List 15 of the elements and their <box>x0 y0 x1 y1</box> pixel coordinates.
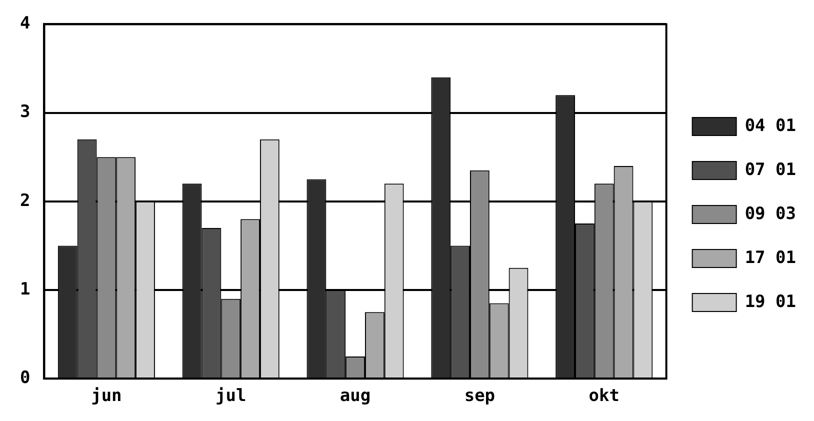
y-tick-label: 4 <box>20 14 30 34</box>
x-tick-label: jul <box>216 386 246 406</box>
y-tick-label: 3 <box>20 102 30 122</box>
y-tick-label: 2 <box>20 190 30 211</box>
x-tick-label: okt <box>588 386 620 406</box>
x-tick-label: aug <box>340 386 371 406</box>
legend-label: 19 01 <box>744 292 796 312</box>
y-tick-label: 0 <box>20 368 30 388</box>
legend-label: 09 03 <box>744 204 796 224</box>
legend-label: 07 01 <box>744 160 796 180</box>
x-tick-label: sep <box>464 386 496 406</box>
x-tick-label: jun <box>91 386 122 406</box>
legend-label: 04 01 <box>744 116 796 136</box>
legend-label: 17 01 <box>744 248 796 268</box>
y-tick-label: 1 <box>20 279 30 300</box>
